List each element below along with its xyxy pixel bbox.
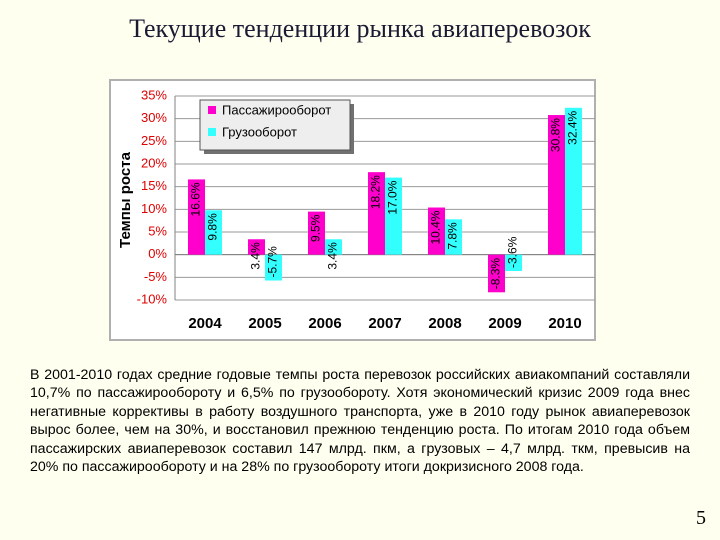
x-tick-label: 2006: [308, 315, 341, 332]
y-tick-label: 20%: [141, 155, 167, 170]
y-tick-label: 15%: [141, 178, 167, 193]
x-tick-label: 2004: [188, 315, 222, 332]
y-axis-title: Темпы роста: [117, 151, 134, 248]
legend-label: Пассажирооборот: [222, 102, 331, 117]
y-tick-label: 0%: [148, 246, 167, 261]
body-text: В 2001-2010 годах средние годовые темпы …: [30, 367, 690, 476]
value-label: 32.4%: [566, 110, 580, 144]
y-tick-label: 25%: [141, 133, 167, 148]
value-label: 30.8%: [549, 118, 563, 152]
value-label: -3.6%: [506, 236, 520, 268]
x-tick-label: 2010: [548, 315, 581, 332]
bar: [248, 239, 265, 255]
bar: [505, 254, 522, 271]
value-label: 3.4%: [249, 242, 263, 270]
bar: [188, 179, 205, 255]
value-label: 3.4%: [326, 242, 340, 270]
value-label: 9.8%: [206, 213, 220, 241]
x-tick-label: 2008: [428, 315, 461, 332]
bar: [265, 254, 282, 281]
legend-box: [199, 99, 351, 151]
value-label: -8.3%: [489, 258, 503, 290]
legend-swatch: [208, 106, 216, 114]
value-label: 18.2%: [369, 175, 383, 209]
bar: [488, 254, 505, 293]
x-tick-label: 2005: [248, 315, 281, 332]
y-tick-label: -10%: [137, 291, 168, 306]
value-label: 17.0%: [386, 180, 400, 214]
value-label: 10.4%: [429, 210, 443, 244]
chart: Темпы роста -10% -5% 0% 5% 10% 15% 20% 25% 30% 35…: [109, 79, 596, 341]
bar: [565, 107, 582, 255]
bar: [385, 177, 402, 255]
value-label: 16.6%: [189, 182, 203, 216]
bar: [205, 210, 222, 255]
bar: [325, 239, 342, 255]
y-tick-label: 35%: [141, 87, 167, 102]
slide-title: Текущие тенденции рынка авиаперевозок: [129, 14, 591, 43]
bar: [368, 172, 385, 255]
value-label: -5.7%: [266, 246, 280, 278]
bar: [548, 115, 565, 255]
x-tick-label: 2007: [368, 315, 401, 332]
value-label: 7.8%: [446, 222, 460, 250]
value-label: 9.5%: [309, 214, 323, 242]
legend-label: Грузооборот: [222, 124, 297, 139]
x-tick-label: 2009: [488, 315, 521, 332]
y-tick-label: 5%: [148, 223, 167, 238]
bar: [308, 211, 325, 255]
legend-swatch: [208, 128, 216, 136]
y-tick-label: 30%: [141, 110, 167, 125]
page-number: 5: [696, 507, 706, 529]
bar: [445, 219, 462, 255]
bar: [428, 207, 445, 255]
y-tick-label: -5%: [144, 269, 168, 284]
y-tick-label: 10%: [141, 201, 167, 216]
